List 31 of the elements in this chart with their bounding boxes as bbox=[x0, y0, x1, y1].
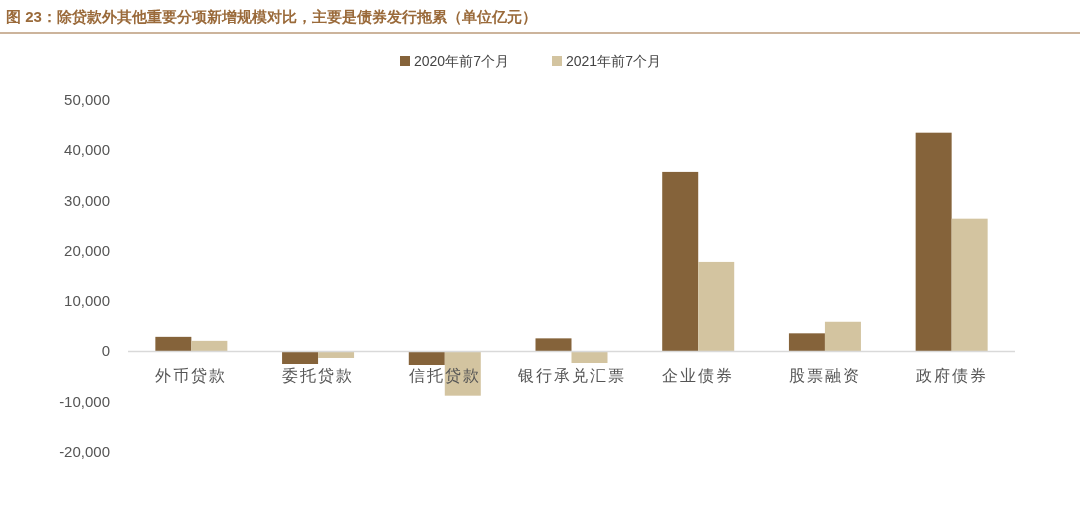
x-tick-label: 政府债券 bbox=[915, 367, 988, 385]
bar bbox=[318, 351, 355, 358]
legend-label: 2021年前7个月 bbox=[566, 53, 661, 69]
chart-title: 图 23：除贷款外其他重要分项新增规模对比，主要是债券发行拖累（单位亿元） bbox=[6, 8, 537, 25]
x-tick-label: 股票融资 bbox=[788, 367, 861, 385]
bar bbox=[951, 218, 988, 352]
y-tick-label: 20,000 bbox=[64, 241, 110, 259]
y-tick-label: 10,000 bbox=[64, 292, 110, 310]
bar bbox=[662, 171, 699, 352]
y-tick-label: 40,000 bbox=[64, 141, 110, 159]
bar bbox=[788, 333, 825, 352]
bar bbox=[824, 321, 861, 352]
x-tick-label: 企业债券 bbox=[662, 367, 735, 385]
x-tick-label: 银行承兑汇票 bbox=[516, 367, 626, 385]
bar bbox=[698, 261, 735, 352]
bar bbox=[915, 132, 952, 352]
x-tick-label: 外币贷款 bbox=[155, 367, 228, 385]
x-tick-label: 信托贷款 bbox=[408, 367, 481, 385]
bar bbox=[282, 351, 319, 364]
bar bbox=[571, 351, 608, 363]
bar bbox=[155, 336, 192, 352]
x-tick-label: 委托贷款 bbox=[282, 367, 355, 385]
y-tick-label: 0 bbox=[101, 342, 110, 360]
bar bbox=[191, 340, 228, 352]
y-tick-label: -20,000 bbox=[59, 443, 110, 460]
y-tick-label: 50,000 bbox=[64, 91, 110, 108]
legend-label: 2020年前7个月 bbox=[414, 53, 509, 69]
y-tick-label: -10,000 bbox=[59, 392, 110, 410]
y-tick-label: 30,000 bbox=[64, 191, 110, 209]
bar bbox=[535, 338, 572, 352]
bar bbox=[408, 351, 445, 366]
